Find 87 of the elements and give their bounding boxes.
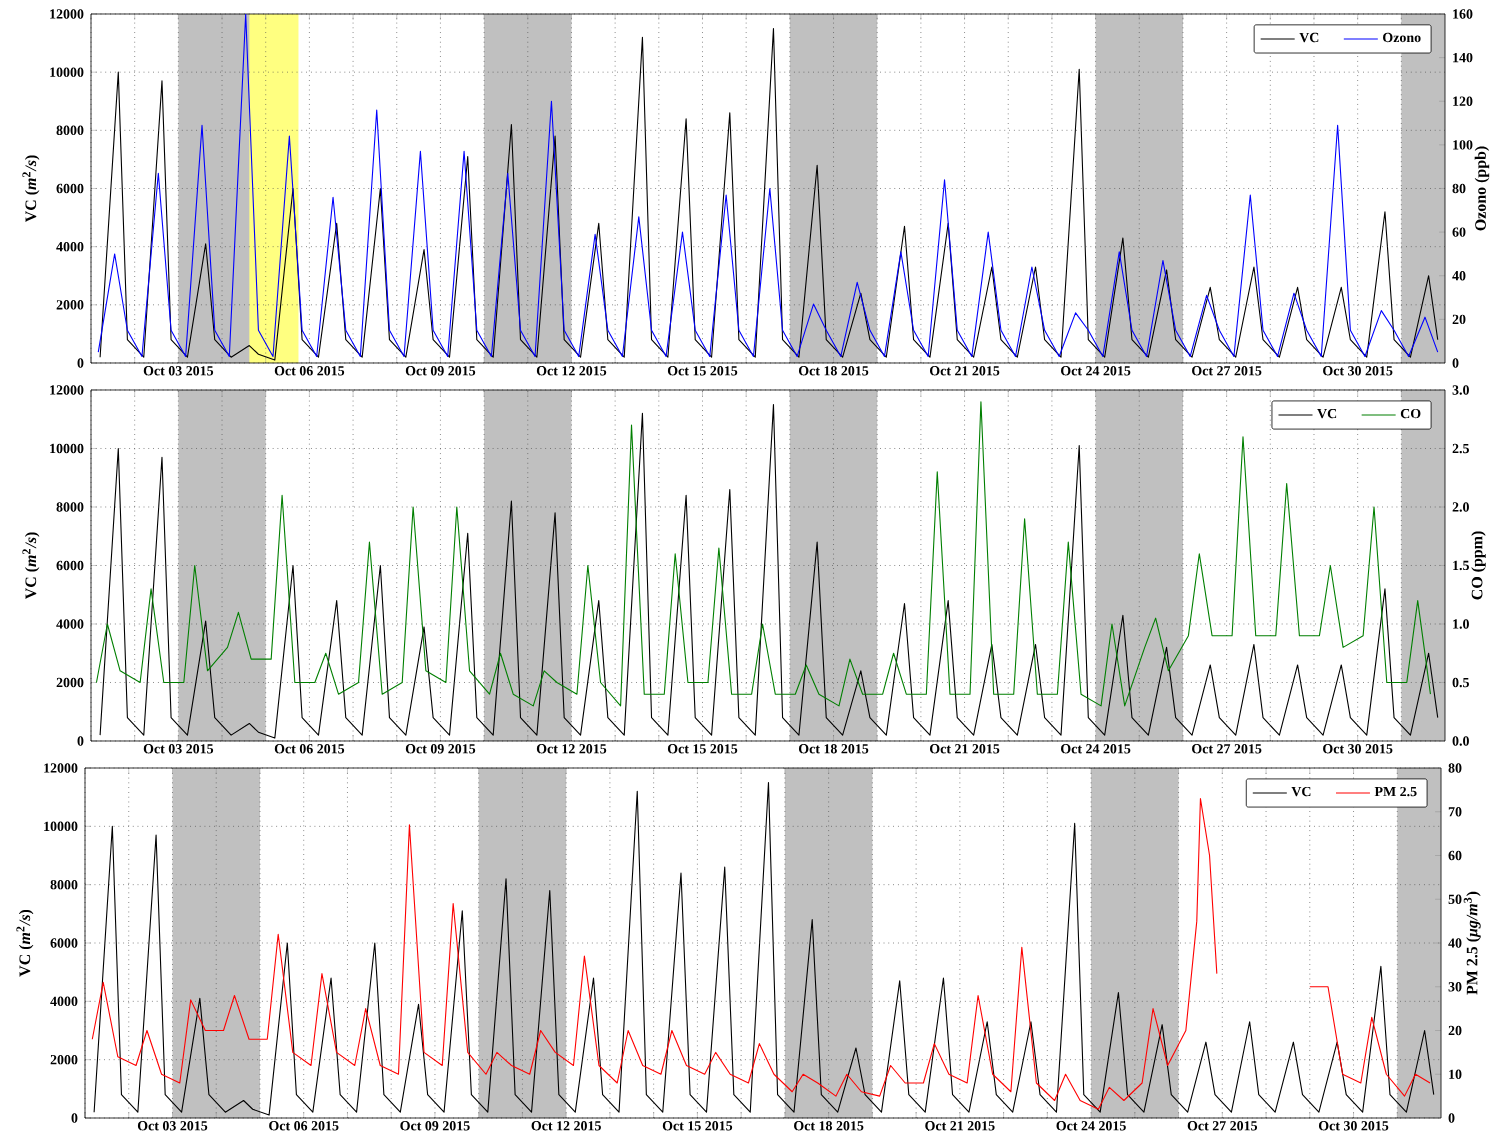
y-tick-label: 4000 — [56, 619, 84, 629]
y2-tick-label: 0.0 — [1452, 736, 1469, 746]
legend-label: VC — [1299, 32, 1319, 43]
x-tick-label: Oct 15 2015 — [667, 744, 738, 754]
y2-tick-label: 120 — [1453, 96, 1473, 106]
y2-tick-label: 2.0 — [1452, 502, 1469, 512]
y-tick-label: 10000 — [50, 443, 84, 454]
y2-tick-label: 40 — [1452, 271, 1466, 281]
x-tick-label: Oct 09 2015 — [405, 744, 476, 754]
y2-tick-label: 2.5 — [1452, 443, 1469, 454]
x-tick-label: Oct 09 2015 — [400, 1121, 470, 1131]
y2-tick-label: 30 — [1448, 982, 1462, 992]
legend-label: PM 2.5 — [1374, 786, 1417, 797]
y-tick-label: 12000 — [50, 385, 84, 395]
x-tick-label: Oct 03 2015 — [137, 1121, 208, 1131]
y2-tick-label: 140 — [1453, 52, 1473, 63]
y-tick-label: 8000 — [56, 502, 84, 512]
y-tick-label: 0 — [77, 358, 84, 368]
y-tick-label: 4000 — [56, 241, 84, 252]
y-tick-label: 6000 — [50, 938, 78, 948]
y2-tick-label: 20 — [1448, 1025, 1462, 1036]
x-tick-label: Oct 12 2015 — [536, 744, 607, 754]
y-tick-label: 0 — [77, 736, 84, 746]
y2-axis-title: Ozono (ppb) — [1474, 146, 1490, 231]
y-tick-label: 2000 — [56, 300, 84, 310]
y-axis-title: VC (m$^{2}$/s) — [16, 909, 34, 977]
y-tick-label: 10000 — [50, 67, 84, 77]
y2-tick-label: 100 — [1453, 140, 1473, 150]
legend-label: Ozono — [1383, 32, 1421, 43]
y-tick-label: 12000 — [44, 763, 78, 773]
y2-tick-label: 60 — [1452, 227, 1466, 237]
x-tick-label: Oct 30 2015 — [1318, 1121, 1389, 1131]
x-tick-label: Oct 21 2015 — [929, 744, 1000, 754]
x-tick-label: Oct 09 2015 — [405, 366, 476, 376]
y-axis-title: VC (m$^{2}$/s) — [22, 155, 40, 223]
y2-tick-label: 0 — [1452, 358, 1459, 368]
y-tick-label: 4000 — [50, 996, 78, 1007]
y2-tick-label: 80 — [1448, 763, 1462, 773]
x-tick-label: Oct 12 2015 — [531, 1121, 601, 1131]
y2-tick-label: 50 — [1448, 894, 1462, 904]
y-tick-label: 8000 — [50, 879, 78, 890]
y2-tick-label: 60 — [1448, 850, 1462, 861]
x-tick-label: Oct 06 2015 — [274, 366, 345, 376]
y-tick-label: 2000 — [50, 1054, 78, 1065]
x-tick-label: Oct 27 2015 — [1192, 366, 1262, 376]
y2-tick-label: 10 — [1449, 1069, 1462, 1079]
y2-tick-label: 0.5 — [1452, 677, 1469, 688]
y2-tick-label: 160 — [1453, 9, 1473, 19]
x-tick-label: Oct 06 2015 — [269, 1121, 339, 1131]
x-tick-label: Oct 15 2015 — [667, 366, 738, 376]
y2-tick-label: 1.5 — [1453, 560, 1469, 571]
y2-tick-label: 20 — [1452, 314, 1466, 325]
y2-axis-title: CO (ppm) — [1471, 531, 1486, 600]
y-tick-label: 0 — [71, 1113, 78, 1123]
x-tick-label: Oct 21 2015 — [925, 1121, 995, 1131]
x-tick-label: Oct 18 2015 — [798, 744, 869, 754]
y2-tick-label: 80 — [1452, 183, 1466, 194]
x-tick-label: Oct 06 2015 — [274, 744, 345, 754]
x-tick-label: Oct 30 2015 — [1323, 744, 1393, 754]
legend-label: CO — [1400, 408, 1421, 419]
legend-label: VC — [1317, 408, 1337, 419]
x-tick-label: Oct 27 2015 — [1192, 744, 1262, 754]
y2-tick-label: 1.0 — [1453, 619, 1469, 629]
x-tick-label: Oct 24 2015 — [1061, 744, 1131, 754]
x-tick-label: Oct 03 2015 — [143, 366, 214, 376]
y2-tick-label: 3.0 — [1452, 385, 1469, 395]
y2-tick-label: 40 — [1448, 938, 1462, 948]
x-tick-label: Oct 21 2015 — [929, 366, 1000, 376]
x-tick-label: Oct 03 2015 — [143, 744, 214, 754]
y-tick-label: 6000 — [56, 183, 84, 194]
x-tick-label: Oct 27 2015 — [1187, 1121, 1258, 1131]
legend-label: VC — [1291, 786, 1311, 797]
x-tick-label: Oct 24 2015 — [1061, 366, 1131, 376]
x-tick-label: Oct 15 2015 — [662, 1121, 733, 1131]
y-tick-label: 2000 — [56, 677, 84, 688]
x-tick-label: Oct 12 2015 — [536, 366, 607, 376]
x-tick-label: Oct 18 2015 — [798, 366, 869, 376]
y-tick-label: 10000 — [44, 821, 78, 832]
x-tick-label: Oct 24 2015 — [1056, 1121, 1126, 1131]
y-tick-label: 12000 — [50, 9, 84, 19]
y2-tick-label: 0 — [1448, 1113, 1455, 1123]
y-tick-label: 6000 — [56, 560, 84, 571]
y2-tick-label: 70 — [1448, 807, 1462, 817]
y-tick-label: 8000 — [56, 125, 84, 136]
y-axis-title: VC (m$^{2}$/s) — [22, 532, 40, 600]
x-tick-label: Oct 18 2015 — [794, 1121, 864, 1131]
x-tick-label: Oct 30 2015 — [1323, 366, 1393, 376]
